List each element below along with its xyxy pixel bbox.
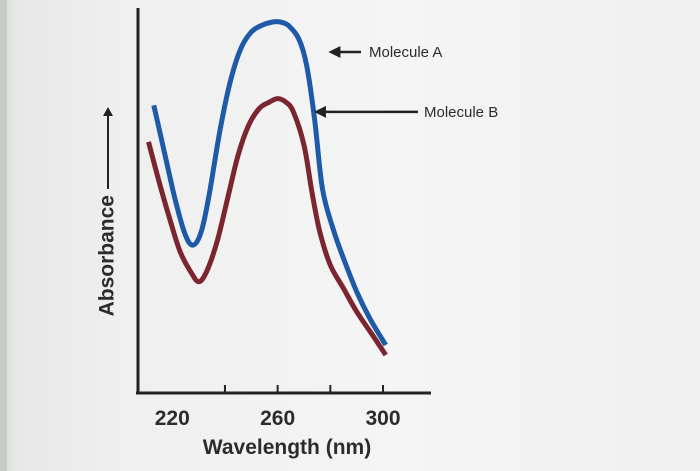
annotations: Molecule A Molecule B — [313, 44, 498, 121]
series-line-molecule-b — [146, 96, 388, 357]
x-axis-title: Wavelength (nm) — [203, 436, 371, 459]
photo-left-edge — [0, 0, 7, 471]
x-tick-label: 220 — [155, 407, 190, 430]
x-tick-label: 260 — [260, 407, 295, 430]
series-line-molecule-a — [151, 19, 388, 347]
series-lines — [146, 19, 388, 357]
annotation-arrow-head — [328, 45, 341, 58]
annotation-label-molecule-b: Molecule B — [424, 104, 498, 121]
y-axis-title: Absorbance — [96, 195, 119, 316]
annotation-label-molecule-a: Molecule A — [369, 44, 442, 61]
x-ticks: 220 260 300 — [155, 385, 401, 430]
x-tick-label: 300 — [365, 407, 400, 430]
axes — [136, 8, 431, 395]
y-axis-title-arrow-head — [103, 107, 113, 116]
annotation-arrow-head — [313, 105, 326, 118]
y-axis-title-group: Absorbance — [96, 107, 119, 316]
